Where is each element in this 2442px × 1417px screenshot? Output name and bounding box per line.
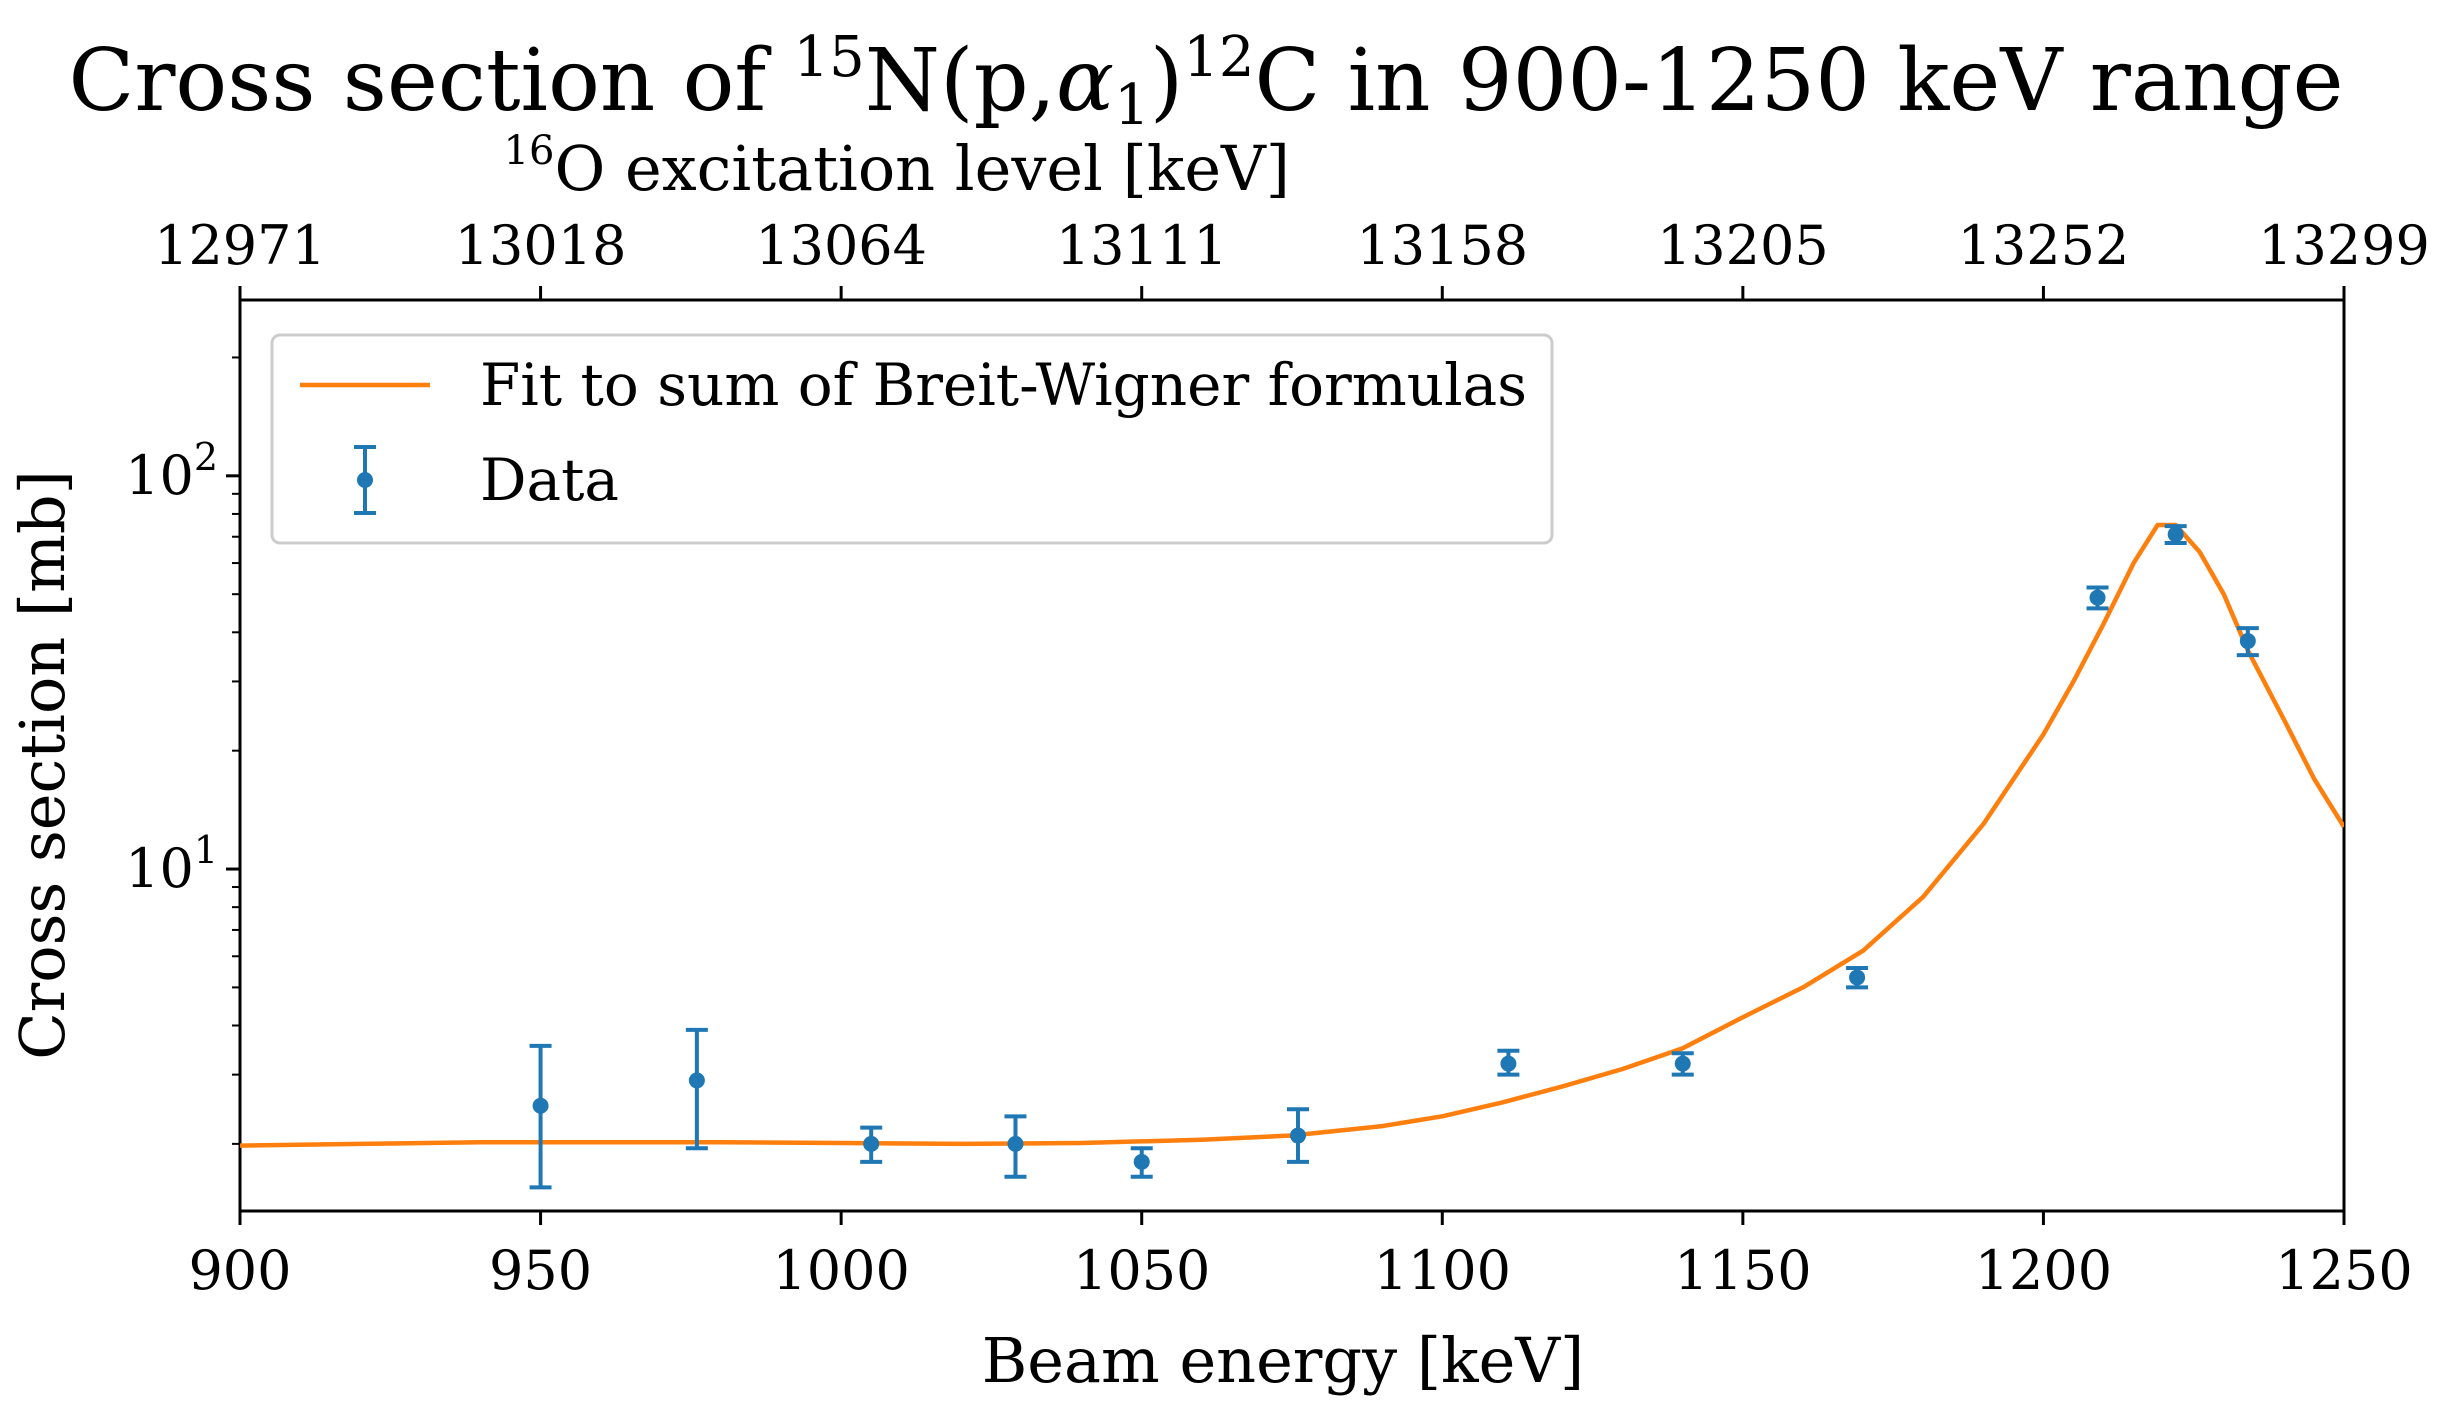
x-tick-label: 1000 [772, 1239, 909, 1302]
x-tick-label: 1250 [2275, 1239, 2412, 1302]
legend-marker-swatch [357, 472, 373, 488]
data-marker [1500, 1055, 1517, 1072]
data-point [2164, 524, 2187, 545]
data-point [1497, 1048, 1520, 1077]
x-tick-label: 1050 [1073, 1239, 1210, 1302]
legend: Fit to sum of Breit-Wigner formulas Data [270, 333, 1554, 545]
data-point [2236, 626, 2259, 658]
data-point [1287, 1107, 1310, 1164]
ticks-layer: 900 950 1000 1050 1100 1150 1200 1250 12971 13018… [125, 214, 2430, 1302]
data-marker [863, 1135, 880, 1152]
top-axis-label: 16O excitation level [keV] [504, 128, 1290, 205]
y-tick-label: 101 [125, 828, 218, 900]
x-tick-label: 950 [489, 1239, 592, 1302]
chart-title: Cross section of 15N(p,α1)12C in 900-125… [69, 25, 2344, 138]
data-point [860, 1125, 883, 1164]
x-tick-label: 900 [188, 1239, 291, 1302]
data-marker [2089, 589, 2106, 606]
top-tick-label: 13064 [755, 214, 927, 277]
data-marker [688, 1072, 705, 1089]
plot-frame [238, 298, 2346, 1213]
fit-line [240, 522, 2344, 1148]
data-marker [1007, 1135, 1024, 1152]
x-tick-label: 1100 [1374, 1239, 1511, 1302]
data-marker [1133, 1153, 1150, 1170]
data-marker [1674, 1055, 1691, 1072]
x-axis-label: Beam energy [keV] [982, 1324, 1585, 1397]
top-tick-label: 13205 [1657, 214, 1829, 277]
y-axis-label: Cross section [mb] [6, 470, 79, 1060]
x-tick-label: 1150 [1674, 1239, 1811, 1302]
legend-label: Fit to sum of Breit-Wigner formulas [480, 351, 1527, 419]
data-marker [1849, 969, 1866, 986]
top-tick-label: 13111 [1056, 214, 1228, 277]
top-tick-label: 13299 [2258, 214, 2430, 277]
data-point [529, 1043, 552, 1190]
x-tick-label: 1200 [1975, 1239, 2112, 1302]
data-point [1130, 1146, 1153, 1179]
data-point [1004, 1114, 1027, 1179]
top-tick-label: 13018 [455, 214, 627, 277]
y-tick-label: 102 [125, 435, 218, 507]
legend-box [270, 333, 1554, 545]
data-point [1846, 966, 1869, 990]
series-layer [240, 522, 2344, 1190]
top-tick-label: 13158 [1356, 214, 1528, 277]
data-marker [2167, 526, 2184, 543]
data-marker [532, 1097, 549, 1114]
top-tick-label: 12971 [154, 214, 326, 277]
data-point [2086, 585, 2109, 611]
data-point [685, 1027, 708, 1151]
top-tick-label: 13252 [1958, 214, 2130, 277]
data-point [1671, 1051, 1694, 1077]
legend-label: Data [480, 446, 619, 514]
data-marker [2239, 633, 2256, 650]
data-marker [1290, 1127, 1307, 1144]
